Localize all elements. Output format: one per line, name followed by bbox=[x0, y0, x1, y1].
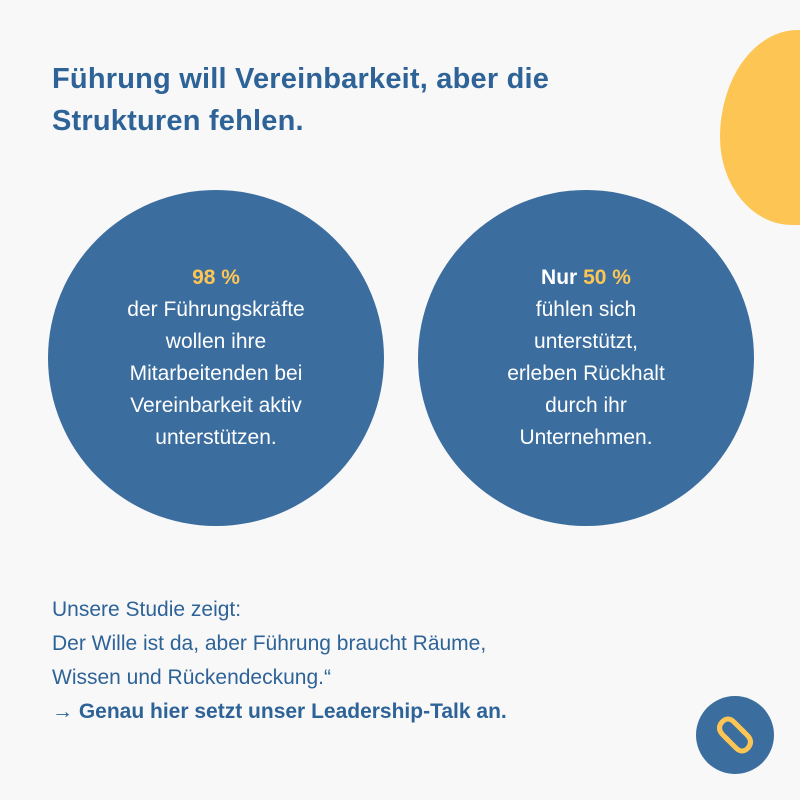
stat-left-value: 98 % bbox=[192, 266, 240, 289]
study-summary: Unsere Studie zeigt: Der Wille ist da, a… bbox=[52, 593, 672, 729]
headline-line-2: Strukturen fehlen. bbox=[52, 105, 304, 137]
stat-right-line-5: Unternehmen. bbox=[519, 426, 653, 449]
headline-line-1: Führung will Vereinbarkeit, aber die bbox=[52, 63, 550, 95]
stat-right-value: 50 % bbox=[583, 266, 631, 289]
stat-left-line-2: wollen ihre bbox=[165, 330, 267, 353]
stat-right-prefix: Nur bbox=[541, 266, 578, 289]
stat-right-heading: Nur 50 % bbox=[541, 262, 631, 294]
stat-right-line-2: unterstützt, bbox=[534, 330, 638, 353]
stat-left-line-4: Vereinbarkeit aktiv bbox=[130, 394, 302, 417]
stat-left-line-3: Mitarbeitenden bei bbox=[129, 362, 303, 385]
stat-right-line-1: fühlen sich bbox=[535, 298, 637, 321]
stat-left-line-1: der Führungskräfte bbox=[127, 298, 305, 321]
brand-logo-mark bbox=[717, 716, 753, 754]
stat-circle-left: 98 % der Führungskräfte wollen ihre Mita… bbox=[48, 190, 384, 526]
summary-line-3: Wissen und Rückendeckung.“ bbox=[52, 666, 331, 689]
stat-right-line-3: erleben Rückhalt bbox=[507, 362, 665, 385]
call-to-action: → Genau hier setzt unser Leadership-Talk… bbox=[52, 700, 507, 723]
stat-circle-right: Nur 50 % fühlen sich unterstützt, erlebe… bbox=[418, 190, 754, 526]
stat-left-line-5: unterstützen. bbox=[155, 426, 277, 449]
summary-line-1: Unsere Studie zeigt: bbox=[52, 598, 242, 621]
stat-right-line-4: durch ihr bbox=[545, 394, 627, 417]
page-headline: Führung will Vereinbarkeit, aber die Str… bbox=[52, 58, 692, 142]
summary-line-2: Der Wille ist da, aber Führung braucht R… bbox=[52, 632, 487, 655]
decorative-yellow-blob bbox=[720, 30, 800, 225]
brand-logo-icon bbox=[696, 696, 774, 774]
